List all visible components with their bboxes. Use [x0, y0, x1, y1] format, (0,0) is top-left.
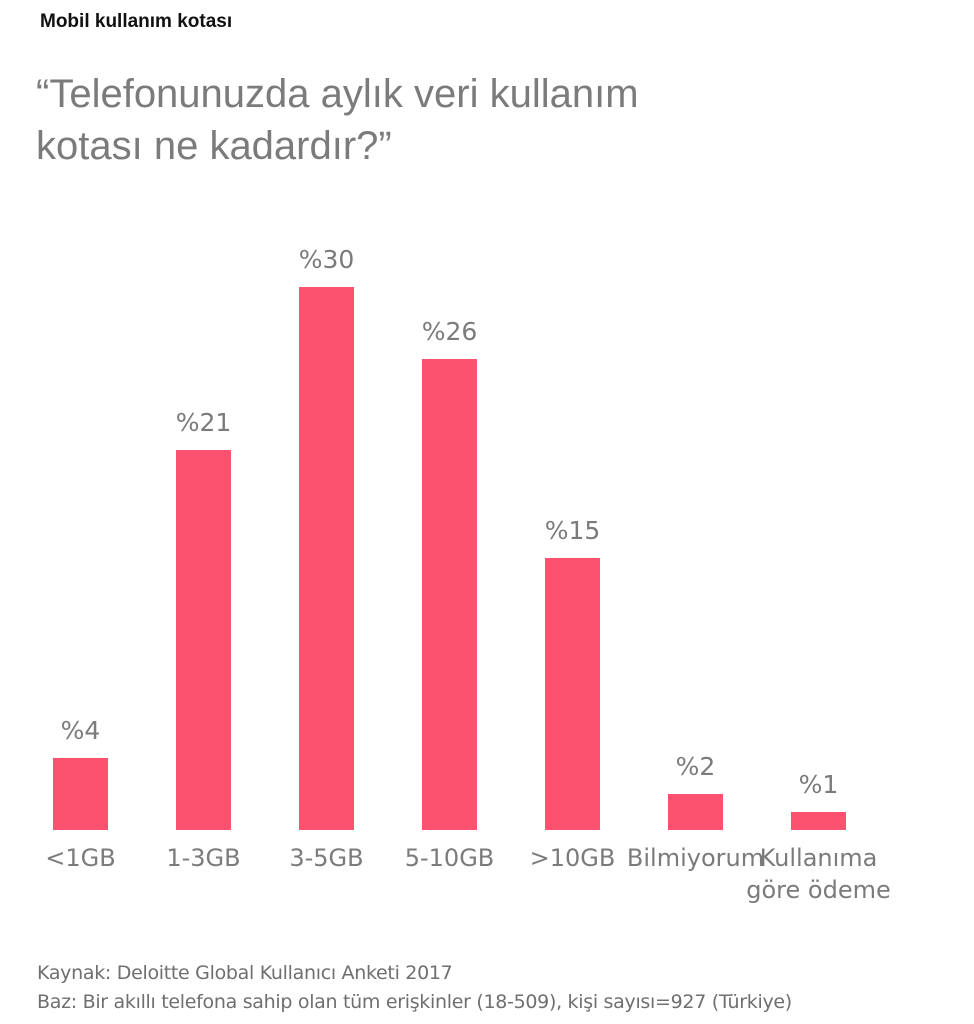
bar	[53, 758, 108, 830]
bar	[176, 450, 231, 830]
bar	[299, 287, 354, 830]
chart-title: “Telefonunuzda aylık veri kullanım kotas…	[36, 72, 639, 168]
category-label: <1GB	[45, 844, 116, 872]
category-label: Kullanıma göre ödeme	[746, 844, 891, 904]
base-note: Baz: Bir akıllı telefona sahip olan tüm …	[37, 991, 792, 1013]
category-label: Bilmiyorum	[626, 844, 765, 872]
chart-subtitle: Mobil kullanım kotası	[40, 11, 233, 32]
bar-value-label: %30	[298, 245, 355, 274]
bar-value-label: %21	[175, 408, 232, 437]
category-label: >10GB	[529, 844, 616, 872]
bar-value-label: %15	[544, 516, 601, 545]
bar	[668, 794, 723, 830]
source-note: Kaynak: Deloitte Global Kullanıcı Anketi…	[37, 962, 453, 984]
category-label: 1-3GB	[166, 844, 241, 872]
bar-value-label: %2	[675, 752, 716, 781]
bar	[791, 812, 846, 830]
bar	[422, 359, 477, 830]
category-label: 3-5GB	[289, 844, 364, 872]
bar	[545, 558, 600, 830]
bar-value-label: %4	[60, 716, 101, 745]
bar-value-label: %1	[798, 770, 839, 799]
bar-value-label: %26	[421, 317, 478, 346]
category-label: 5-10GB	[404, 844, 495, 872]
